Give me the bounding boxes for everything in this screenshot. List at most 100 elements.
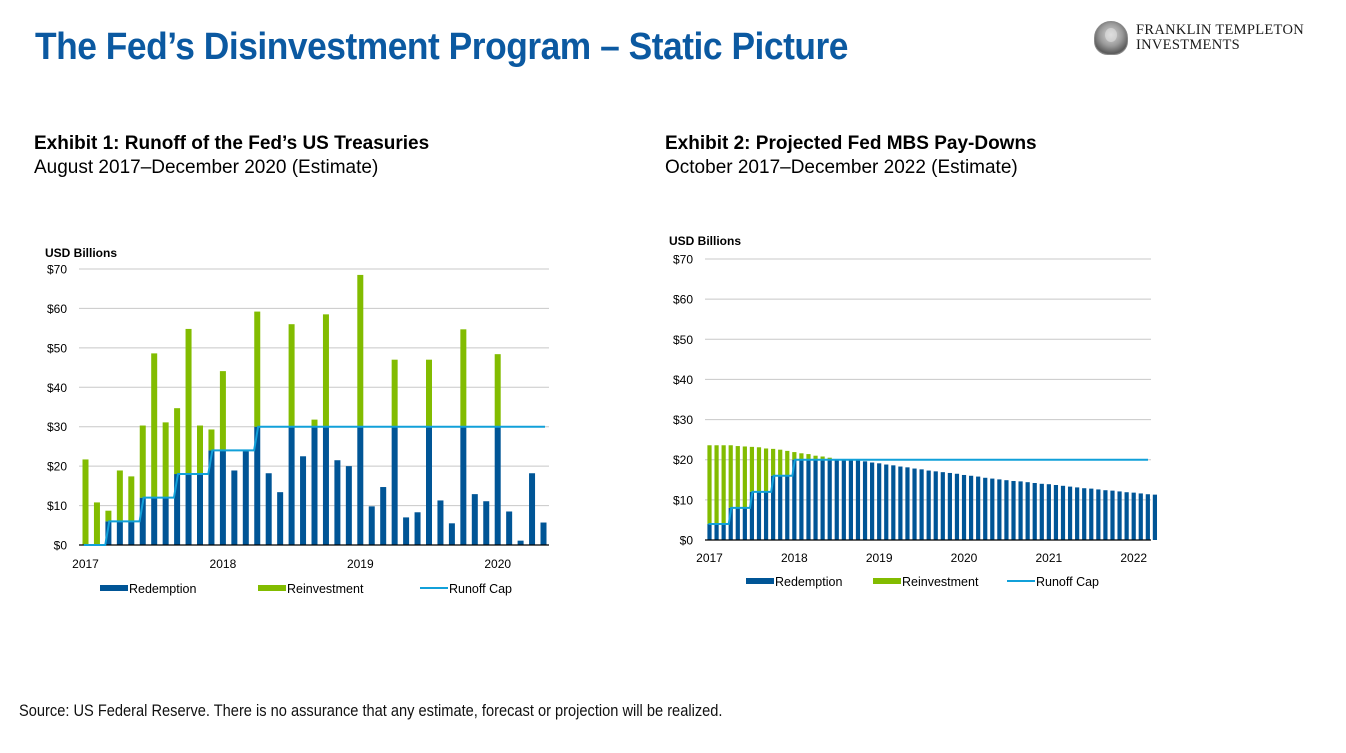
bar-redemption [1124, 492, 1129, 540]
bar-redemption [254, 426, 261, 545]
bar-redemption [976, 476, 981, 540]
legend-swatch [100, 585, 128, 591]
y-tick-label: $30 [47, 420, 67, 434]
bar-redemption [820, 459, 825, 540]
bar-redemption [162, 497, 169, 545]
bar-reinvestment [322, 314, 329, 427]
bar-redemption [265, 473, 272, 545]
exhibit2-subtitle: October 2017–December 2022 (Estimate) [665, 157, 1018, 178]
y-tick-label: $0 [680, 534, 694, 548]
bar-redemption [105, 521, 112, 545]
source-note: Source: US Federal Reserve. There is no … [19, 701, 723, 720]
bar-redemption [288, 426, 295, 545]
bar-reinvestment [357, 274, 364, 427]
bar-redemption [1053, 485, 1059, 540]
bar-redemption [940, 472, 945, 540]
bar-reinvestment [813, 455, 818, 460]
y-tick-label: $60 [673, 293, 693, 307]
bar-redemption [983, 477, 988, 540]
bar-redemption [954, 473, 960, 540]
bar-redemption [905, 467, 910, 540]
bar-redemption [870, 462, 875, 540]
bar-reinvestment [792, 452, 797, 460]
y-tick-label: $10 [47, 499, 67, 513]
bar-redemption [1131, 492, 1136, 540]
bar-reinvestment [82, 459, 89, 545]
bar-reinvestment [494, 354, 501, 427]
bar-redemption [749, 491, 755, 540]
bar-reinvestment [162, 422, 169, 498]
bar-reinvestment [185, 328, 192, 475]
bar-redemption [997, 479, 1002, 540]
bar-redemption [990, 478, 995, 540]
bar-redemption [1110, 490, 1115, 540]
bar-redemption [933, 471, 938, 540]
bar-redemption [334, 460, 341, 545]
legend-reinvestment: Reinvestment [873, 575, 979, 589]
bar-redemption [1075, 487, 1080, 540]
bar-redemption [494, 426, 501, 545]
bar-redemption [540, 522, 547, 545]
franklin-medallion-icon [1094, 21, 1128, 55]
legend-label: Reinvestment [287, 582, 364, 596]
bar-reinvestment [208, 429, 215, 451]
bar-redemption [707, 523, 712, 540]
bar-redemption [947, 472, 952, 540]
legend-runoff-cap: Runoff Cap [420, 582, 512, 596]
x-tick-label: 2022 [1120, 551, 1147, 565]
bar-reinvestment [93, 502, 100, 545]
bar-redemption [1032, 482, 1037, 540]
bar-redemption [277, 492, 284, 545]
bar-redemption [185, 474, 192, 545]
bar-reinvestment [116, 470, 123, 522]
bar-redemption [506, 511, 513, 545]
bar-redemption [756, 491, 762, 540]
page-title: The Fed’s Disinvestment Program – Static… [35, 26, 849, 68]
bar-redemption [151, 497, 158, 545]
bar-redemption [799, 459, 804, 540]
bar-redemption [827, 459, 832, 540]
bar-redemption [139, 497, 146, 545]
legend-swatch [746, 578, 774, 584]
y-tick-label: $10 [673, 493, 693, 507]
y-tick-label: $0 [54, 539, 68, 553]
bar-reinvestment [749, 446, 755, 492]
bar-redemption [742, 507, 747, 540]
bar-redemption [219, 450, 226, 545]
bar-redemption [806, 459, 811, 540]
bar-reinvestment [391, 359, 398, 427]
bar-reinvestment [806, 454, 811, 460]
bar-redemption [763, 491, 769, 540]
legend-label: Redemption [129, 582, 196, 596]
y-tick-label: $40 [47, 381, 67, 395]
legend-redemption: Redemption [100, 582, 196, 596]
y-tick-label: $30 [673, 413, 693, 427]
bar-redemption [174, 474, 181, 545]
bar-redemption [1103, 490, 1108, 540]
bar-redemption [728, 507, 733, 540]
x-tick-label: 2018 [781, 551, 808, 565]
bar-redemption [357, 426, 364, 545]
bar-redemption [792, 459, 797, 540]
legend-reinvestment: Reinvestment [258, 582, 364, 596]
bar-redemption [437, 500, 444, 545]
bar-redemption [855, 459, 861, 540]
bar-redemption [912, 468, 917, 540]
bar-redemption [848, 459, 853, 540]
y-tick-label: $60 [47, 302, 67, 316]
bar-redemption [368, 506, 375, 545]
bar-redemption [1096, 489, 1101, 540]
bar-redemption [1152, 494, 1158, 540]
legend-swatch [258, 585, 286, 591]
bar-redemption [391, 426, 398, 545]
legend-swatch [873, 578, 901, 584]
bar-redemption [841, 459, 846, 540]
bar-reinvestment [139, 425, 146, 498]
bar-redemption [926, 470, 931, 540]
bar-redemption [891, 465, 896, 540]
bar-reinvestment [714, 445, 719, 524]
legend-label: Reinvestment [902, 575, 979, 589]
bar-reinvestment [785, 450, 790, 476]
bar-redemption [721, 523, 726, 540]
bar-reinvestment [721, 445, 726, 524]
